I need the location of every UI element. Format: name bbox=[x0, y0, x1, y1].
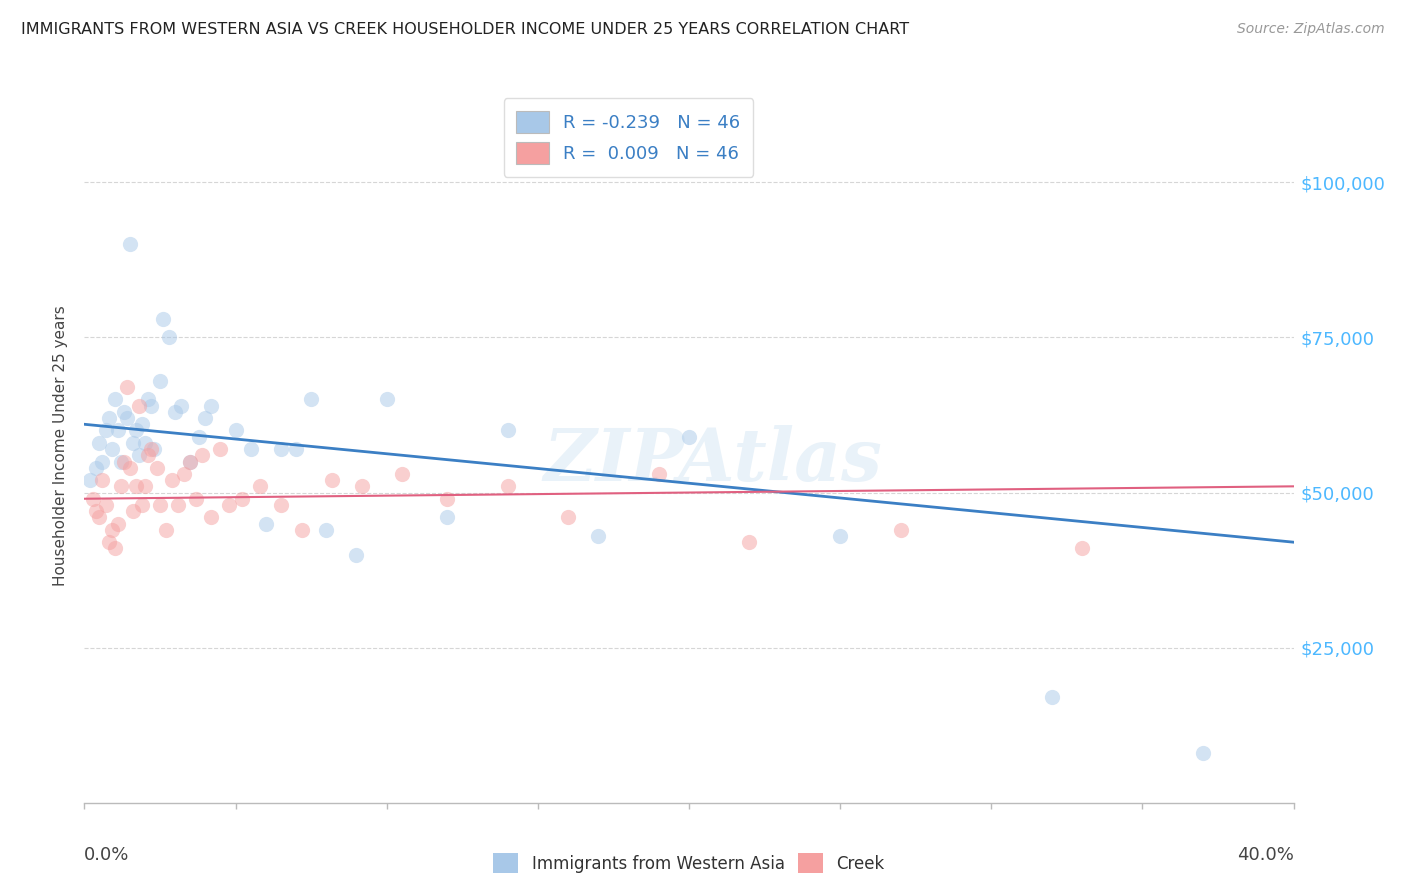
Point bbox=[165, 405, 187, 419]
Point bbox=[346, 548, 368, 562]
Point bbox=[391, 467, 413, 481]
Point bbox=[225, 424, 247, 438]
Point bbox=[149, 498, 172, 512]
Point bbox=[209, 442, 232, 456]
Point bbox=[91, 473, 114, 487]
Point bbox=[112, 454, 135, 468]
Point bbox=[299, 392, 322, 407]
Point bbox=[131, 498, 153, 512]
Point bbox=[139, 442, 162, 456]
Point bbox=[82, 491, 104, 506]
Point bbox=[107, 516, 129, 531]
Point bbox=[890, 523, 912, 537]
Legend: Immigrants from Western Asia, Creek: Immigrants from Western Asia, Creek bbox=[486, 847, 891, 880]
Point bbox=[125, 479, 148, 493]
Point bbox=[100, 523, 122, 537]
Text: ZIPAtlas: ZIPAtlas bbox=[544, 425, 883, 496]
Point bbox=[107, 424, 129, 438]
Point bbox=[218, 498, 240, 512]
Text: 40.0%: 40.0% bbox=[1237, 846, 1294, 863]
Y-axis label: Householder Income Under 25 years: Householder Income Under 25 years bbox=[53, 306, 69, 586]
Point bbox=[79, 473, 101, 487]
Point bbox=[588, 529, 610, 543]
Point bbox=[678, 430, 700, 444]
Point bbox=[270, 442, 292, 456]
Point bbox=[104, 392, 127, 407]
Point bbox=[97, 411, 120, 425]
Point bbox=[179, 454, 201, 468]
Point bbox=[160, 473, 183, 487]
Point bbox=[115, 380, 138, 394]
Point bbox=[136, 448, 159, 462]
Point bbox=[110, 479, 132, 493]
Point bbox=[231, 491, 253, 506]
Point bbox=[121, 436, 143, 450]
Point bbox=[139, 399, 162, 413]
Point bbox=[557, 510, 579, 524]
Point bbox=[134, 436, 156, 450]
Point bbox=[375, 392, 398, 407]
Point bbox=[86, 460, 108, 475]
Point bbox=[100, 442, 122, 456]
Point bbox=[254, 516, 277, 531]
Point bbox=[149, 374, 172, 388]
Point bbox=[194, 411, 217, 425]
Point bbox=[239, 442, 262, 456]
Point bbox=[270, 498, 292, 512]
Point bbox=[94, 498, 117, 512]
Point bbox=[157, 330, 180, 344]
Point bbox=[1071, 541, 1094, 556]
Point bbox=[142, 442, 165, 456]
Point bbox=[128, 448, 150, 462]
Point bbox=[436, 491, 458, 506]
Point bbox=[155, 523, 177, 537]
Point bbox=[321, 473, 343, 487]
Point bbox=[352, 479, 374, 493]
Point bbox=[496, 479, 519, 493]
Point bbox=[118, 237, 141, 252]
Point bbox=[86, 504, 108, 518]
Point bbox=[1192, 746, 1215, 760]
Point bbox=[121, 504, 143, 518]
Text: IMMIGRANTS FROM WESTERN ASIA VS CREEK HOUSEHOLDER INCOME UNDER 25 YEARS CORRELAT: IMMIGRANTS FROM WESTERN ASIA VS CREEK HO… bbox=[21, 22, 910, 37]
Point bbox=[188, 430, 211, 444]
Point bbox=[648, 467, 671, 481]
Point bbox=[186, 491, 208, 506]
Point bbox=[89, 436, 111, 450]
Point bbox=[436, 510, 458, 524]
Text: 0.0%: 0.0% bbox=[84, 846, 129, 863]
Point bbox=[112, 405, 135, 419]
Point bbox=[91, 454, 114, 468]
Point bbox=[830, 529, 852, 543]
Point bbox=[118, 460, 141, 475]
Point bbox=[291, 523, 314, 537]
Point bbox=[315, 523, 337, 537]
Point bbox=[285, 442, 308, 456]
Point bbox=[496, 424, 519, 438]
Point bbox=[97, 535, 120, 549]
Point bbox=[131, 417, 153, 432]
Point bbox=[94, 424, 117, 438]
Point bbox=[110, 454, 132, 468]
Point bbox=[170, 399, 193, 413]
Text: Source: ZipAtlas.com: Source: ZipAtlas.com bbox=[1237, 22, 1385, 37]
Point bbox=[200, 510, 222, 524]
Point bbox=[136, 392, 159, 407]
Point bbox=[249, 479, 271, 493]
Point bbox=[191, 448, 214, 462]
Point bbox=[200, 399, 222, 413]
Point bbox=[1040, 690, 1063, 705]
Point bbox=[104, 541, 127, 556]
Point bbox=[738, 535, 761, 549]
Point bbox=[115, 411, 138, 425]
Point bbox=[125, 424, 148, 438]
Point bbox=[134, 479, 156, 493]
Point bbox=[152, 311, 174, 326]
Point bbox=[89, 510, 111, 524]
Point bbox=[128, 399, 150, 413]
Point bbox=[173, 467, 195, 481]
Point bbox=[146, 460, 169, 475]
Point bbox=[167, 498, 190, 512]
Point bbox=[179, 454, 201, 468]
